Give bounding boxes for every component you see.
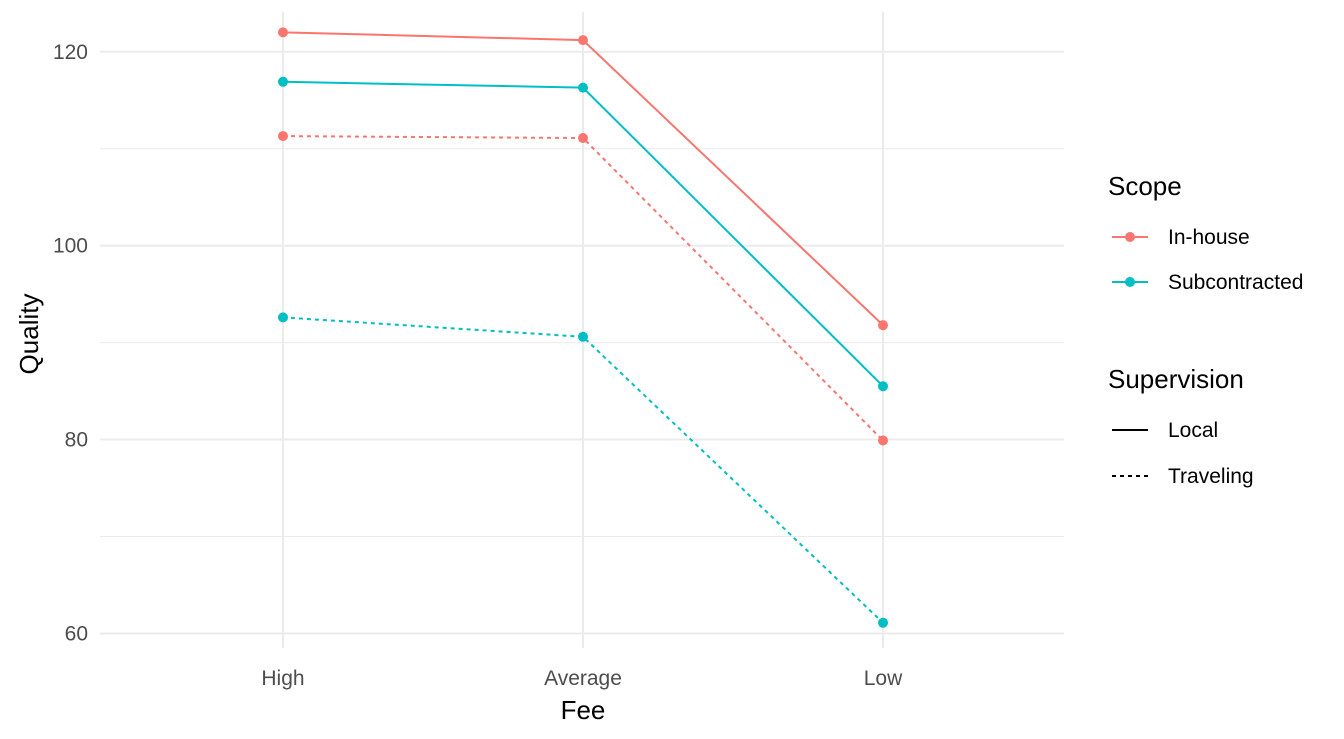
legend-title-scope: Scope [1108, 171, 1182, 201]
legend-label-supervision: Local [1168, 419, 1218, 442]
x-tick-label: High [261, 667, 304, 690]
data-point-in-house-local [278, 27, 288, 38]
data-point-subcontracted-traveling [878, 617, 888, 628]
series-line-in-house-traveling [282, 135, 884, 442]
y-axis-title: Quality [14, 294, 44, 375]
y-tick-label: 60 [65, 622, 88, 645]
x-tick-label: Average [544, 667, 622, 690]
series-line-subcontracted-traveling [282, 316, 884, 624]
legend-key-point [1125, 232, 1135, 242]
data-point-subcontracted-traveling [578, 331, 588, 342]
legend-key-point [1125, 277, 1135, 287]
data-point-in-house-local [878, 320, 888, 331]
data-point-subcontracted-local [278, 76, 288, 87]
y-tick-label: 100 [53, 235, 88, 258]
data-point-in-house-local [578, 35, 588, 46]
legend-label-supervision: Traveling [1168, 465, 1254, 488]
x-axis-title: Fee [561, 695, 606, 725]
data-point-subcontracted-local [578, 82, 588, 93]
legend-label-scope: Subcontracted [1168, 271, 1303, 294]
data-point-in-house-traveling [578, 133, 588, 144]
data-point-subcontracted-traveling [278, 312, 288, 323]
y-tick-label: 80 [65, 429, 88, 452]
grid-layer [100, 12, 1064, 648]
data-point-in-house-traveling [878, 435, 888, 446]
axis-layer: 60 80 100 120 High Average Low [53, 41, 903, 690]
x-tick-label: Low [864, 667, 903, 690]
data-point-in-house-traveling [278, 131, 288, 142]
series-layer [278, 27, 888, 628]
legend-title-supervision: Supervision [1108, 364, 1244, 394]
legend-label-scope: In-house [1168, 226, 1250, 249]
y-tick-label: 120 [53, 41, 88, 64]
data-point-subcontracted-local [878, 381, 888, 392]
legend: Scope In-house Subcontracted Supervision Loc… [1108, 171, 1303, 488]
